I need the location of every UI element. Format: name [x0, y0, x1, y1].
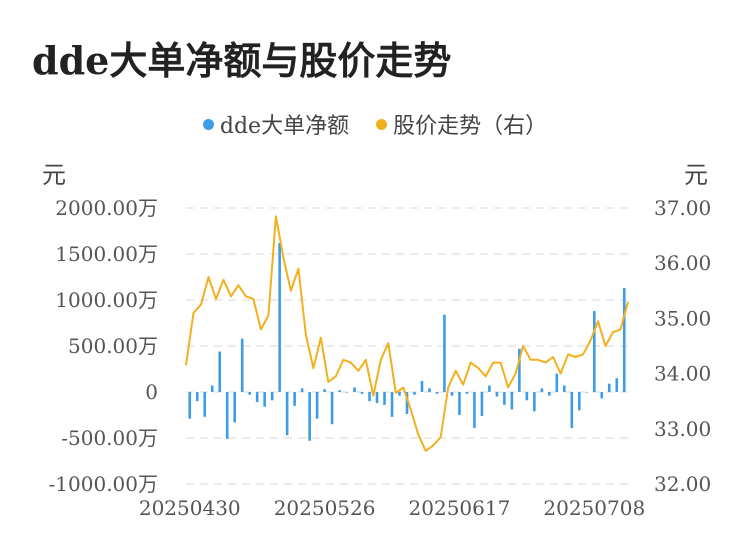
- bar: [428, 388, 431, 392]
- left-tick-label: 0: [145, 380, 158, 404]
- left-tick-label: 500.00万: [68, 334, 158, 358]
- bar: [278, 242, 281, 392]
- x-tick-label: 20250708: [543, 496, 645, 520]
- bar: [488, 385, 491, 392]
- bar: [555, 373, 559, 392]
- left-tick-label: -500.00万: [61, 426, 158, 450]
- left-tick-label: -1000.00万: [49, 472, 158, 496]
- bar: [330, 392, 334, 425]
- bar: [518, 348, 521, 392]
- bar: [405, 392, 409, 415]
- bar: [383, 392, 386, 405]
- bar: [540, 388, 544, 392]
- right-tick-label: 37.00: [654, 196, 711, 220]
- bar: [375, 392, 379, 404]
- bar: [210, 385, 214, 392]
- bar: [473, 392, 476, 428]
- bar: [450, 392, 454, 396]
- bar: [315, 392, 319, 419]
- legend-label-bar: dde大单净额: [219, 114, 350, 139]
- bar: [308, 392, 311, 441]
- bar: [218, 351, 222, 392]
- bar: [338, 390, 341, 392]
- bar: [195, 392, 199, 402]
- bar: [353, 387, 356, 392]
- bar: [240, 338, 244, 392]
- bar: [622, 288, 626, 392]
- bar: [495, 392, 499, 397]
- bar: [323, 389, 326, 392]
- bar: [435, 392, 439, 394]
- left-tick-label: 1000.00万: [55, 288, 158, 312]
- bar: [570, 392, 574, 428]
- legend-label-line: 股价走势（右）: [393, 114, 548, 139]
- x-tick-label: 20250526: [274, 496, 376, 520]
- right-tick-label: 35.00: [654, 306, 711, 330]
- bar: [390, 392, 394, 417]
- legend-item-bar[interactable]: dde大单净额: [202, 108, 350, 140]
- bar: [503, 392, 506, 405]
- bar: [255, 392, 259, 403]
- bar: [480, 392, 484, 416]
- bar: [413, 392, 416, 395]
- legend-item-line[interactable]: 股价走势（右）: [376, 108, 547, 140]
- bar: [607, 383, 611, 392]
- bar: [345, 392, 349, 393]
- bar: [300, 388, 304, 392]
- bar: [600, 392, 604, 399]
- bar: [443, 314, 446, 392]
- axis-labels: 2000.00万 1500.00万 1000.00万 500.00万 0 -500.00万…: [49, 196, 712, 520]
- right-axis-unit: 元: [684, 161, 708, 189]
- right-tick-label: 36.00: [654, 251, 711, 275]
- x-tick-label: 20250430: [139, 496, 241, 520]
- legend-dot-bar-icon: [202, 118, 214, 130]
- chart-title: dde大单净额与股价走势: [32, 38, 452, 83]
- bar: [548, 392, 551, 396]
- x-tick-label: 20250617: [409, 496, 511, 520]
- bar: [585, 392, 589, 393]
- left-tick-label: 1500.00万: [55, 242, 158, 266]
- right-tick-label: 33.00: [654, 417, 711, 441]
- bar: [563, 385, 566, 392]
- bar: [233, 392, 236, 423]
- bar: [420, 380, 424, 392]
- right-tick-label: 32.00: [654, 472, 711, 496]
- bar: [578, 392, 581, 411]
- left-tick-label: 2000.00万: [55, 196, 158, 220]
- grid-lines: [186, 207, 628, 485]
- bar: [465, 392, 469, 394]
- right-tick-label: 34.00: [654, 362, 711, 386]
- left-axis-unit: 元: [42, 161, 66, 189]
- bar: [360, 392, 364, 394]
- price-line: [185, 215, 629, 452]
- bar: [525, 392, 529, 401]
- bar: [510, 392, 514, 410]
- bar: [533, 392, 536, 412]
- bar: [225, 392, 229, 439]
- bar-series: [188, 242, 626, 441]
- bar: [293, 392, 296, 406]
- bar: [188, 392, 192, 419]
- line-series: [185, 215, 629, 452]
- legend: dde大单净额 股价走势（右）: [0, 108, 750, 140]
- bar: [592, 311, 596, 392]
- bar: [248, 392, 251, 395]
- bar: [615, 378, 619, 392]
- bar: [398, 392, 401, 396]
- bar: [270, 392, 274, 401]
- bar: [203, 392, 207, 417]
- bar: [368, 392, 371, 402]
- legend-dot-line-icon: [376, 118, 388, 130]
- bar: [458, 392, 461, 415]
- bar: [263, 392, 266, 407]
- bar: [285, 392, 289, 436]
